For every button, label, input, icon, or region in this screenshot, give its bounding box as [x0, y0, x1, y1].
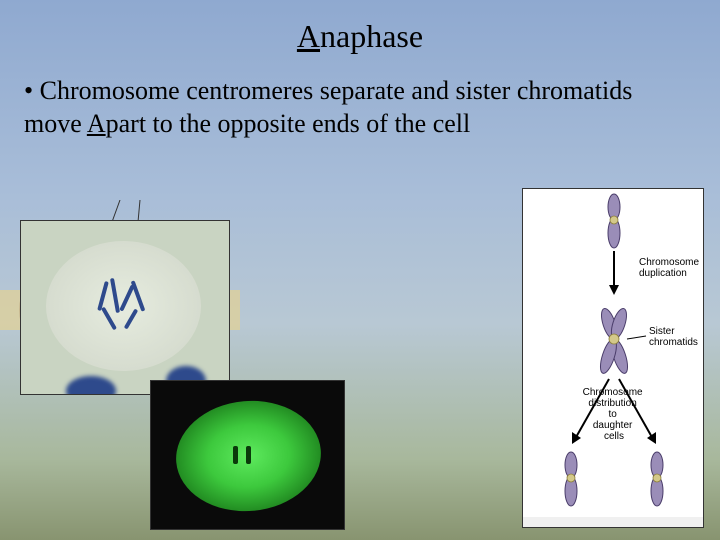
micrograph-image [20, 220, 230, 395]
chromosome-cycle-diagram: Chromosome duplication Sister chromatids [522, 188, 704, 528]
bullet-suffix: part to the opposite ends of the cell [106, 109, 471, 138]
fluorescent-image [150, 380, 345, 530]
chromosome-bar [246, 446, 251, 464]
title-first-letter: A [297, 18, 320, 54]
bullet-paragraph: • Chromosome centromeres separate and si… [24, 75, 696, 140]
slide-title: Anaphase [0, 0, 720, 75]
bullet-underlined: A [87, 109, 106, 138]
nucleus-blob [66, 376, 116, 395]
chromosome-cluster [91, 276, 161, 336]
title-rest: naphase [320, 18, 423, 54]
images-area: Chromosome duplication Sister chromatids [0, 200, 720, 540]
chromosome-bar [233, 446, 238, 464]
